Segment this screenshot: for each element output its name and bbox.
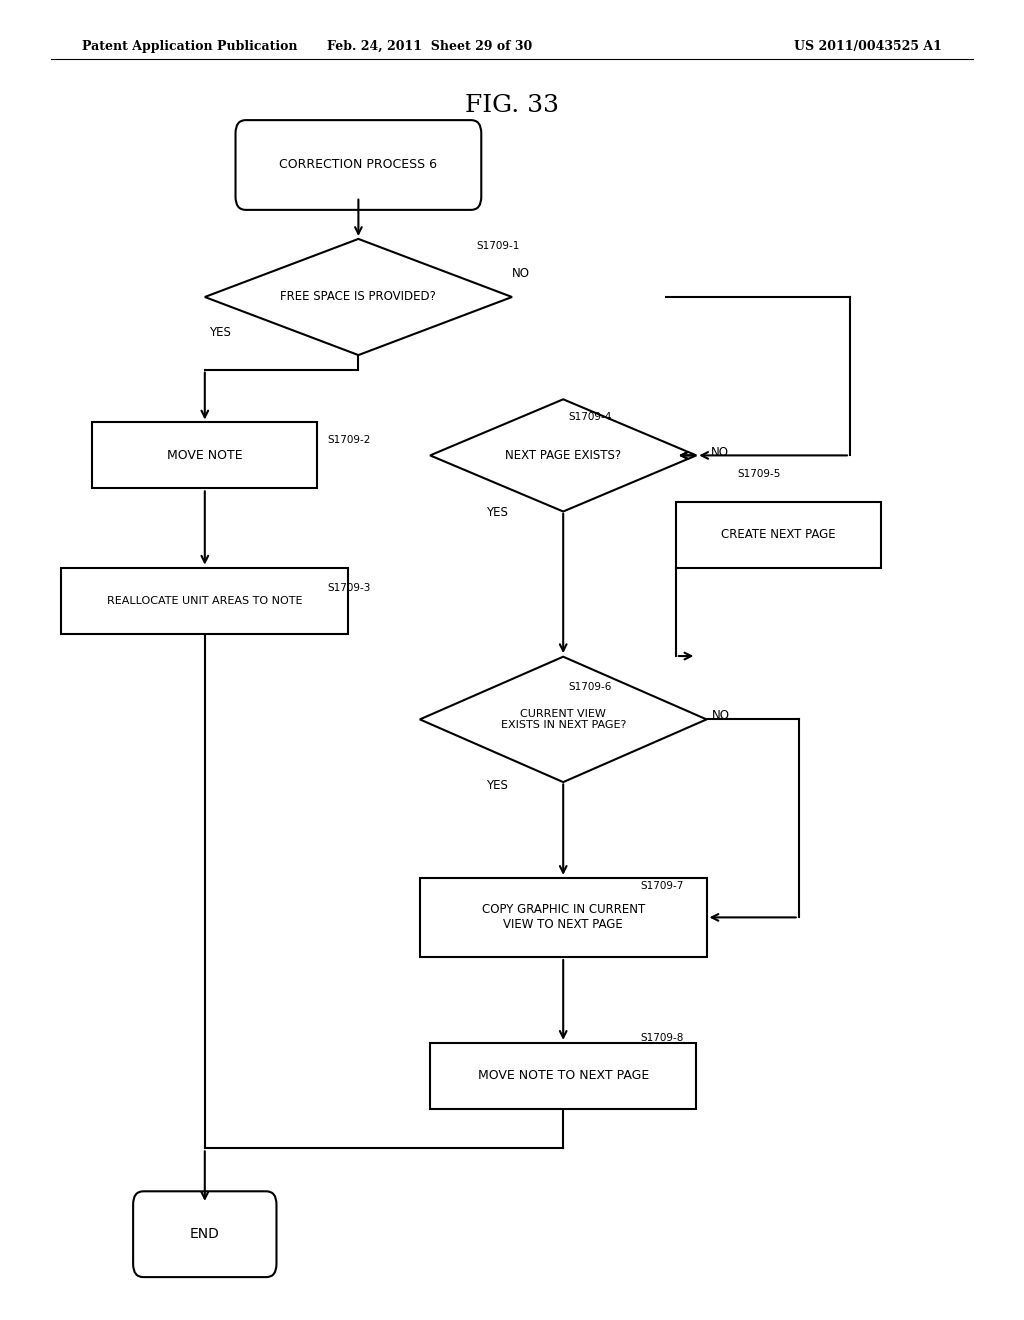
Bar bbox=[92, 422, 317, 488]
Text: S1709-5: S1709-5 bbox=[737, 469, 780, 479]
Text: S1709-6: S1709-6 bbox=[568, 681, 611, 692]
Text: S1709-1: S1709-1 bbox=[476, 240, 519, 251]
Text: S1709-8: S1709-8 bbox=[640, 1032, 683, 1043]
Text: END: END bbox=[189, 1228, 220, 1241]
Text: S1709-3: S1709-3 bbox=[328, 582, 371, 593]
Text: NEXT PAGE EXISTS?: NEXT PAGE EXISTS? bbox=[505, 449, 622, 462]
Text: YES: YES bbox=[485, 779, 508, 792]
Text: NO: NO bbox=[712, 709, 730, 722]
Text: S1709-2: S1709-2 bbox=[328, 434, 371, 445]
Text: NO: NO bbox=[512, 267, 530, 280]
Polygon shape bbox=[420, 656, 707, 781]
Text: CORRECTION PROCESS 6: CORRECTION PROCESS 6 bbox=[280, 158, 437, 172]
Text: S1709-4: S1709-4 bbox=[568, 412, 611, 422]
FancyBboxPatch shape bbox=[133, 1191, 276, 1278]
Text: REALLOCATE UNIT AREAS TO NOTE: REALLOCATE UNIT AREAS TO NOTE bbox=[108, 595, 302, 606]
Text: Feb. 24, 2011  Sheet 29 of 30: Feb. 24, 2011 Sheet 29 of 30 bbox=[328, 40, 532, 53]
Text: US 2011/0043525 A1: US 2011/0043525 A1 bbox=[795, 40, 942, 53]
Polygon shape bbox=[205, 239, 512, 355]
Text: CURRENT VIEW
EXISTS IN NEXT PAGE?: CURRENT VIEW EXISTS IN NEXT PAGE? bbox=[501, 709, 626, 730]
Text: YES: YES bbox=[209, 326, 231, 339]
Text: MOVE NOTE TO NEXT PAGE: MOVE NOTE TO NEXT PAGE bbox=[477, 1069, 649, 1082]
Bar bbox=[676, 502, 881, 568]
Text: MOVE NOTE: MOVE NOTE bbox=[167, 449, 243, 462]
Text: FREE SPACE IS PROVIDED?: FREE SPACE IS PROVIDED? bbox=[281, 290, 436, 304]
Text: YES: YES bbox=[485, 506, 508, 519]
Text: FIG. 33: FIG. 33 bbox=[465, 94, 559, 117]
Polygon shape bbox=[430, 399, 696, 511]
Bar bbox=[61, 568, 348, 634]
Text: Patent Application Publication: Patent Application Publication bbox=[82, 40, 297, 53]
Bar bbox=[430, 1043, 696, 1109]
Text: CREATE NEXT PAGE: CREATE NEXT PAGE bbox=[721, 528, 836, 541]
Text: NO: NO bbox=[711, 446, 729, 459]
FancyBboxPatch shape bbox=[236, 120, 481, 210]
Bar bbox=[420, 878, 707, 957]
Text: S1709-7: S1709-7 bbox=[640, 880, 683, 891]
Text: COPY GRAPHIC IN CURRENT
VIEW TO NEXT PAGE: COPY GRAPHIC IN CURRENT VIEW TO NEXT PAG… bbox=[481, 903, 645, 932]
